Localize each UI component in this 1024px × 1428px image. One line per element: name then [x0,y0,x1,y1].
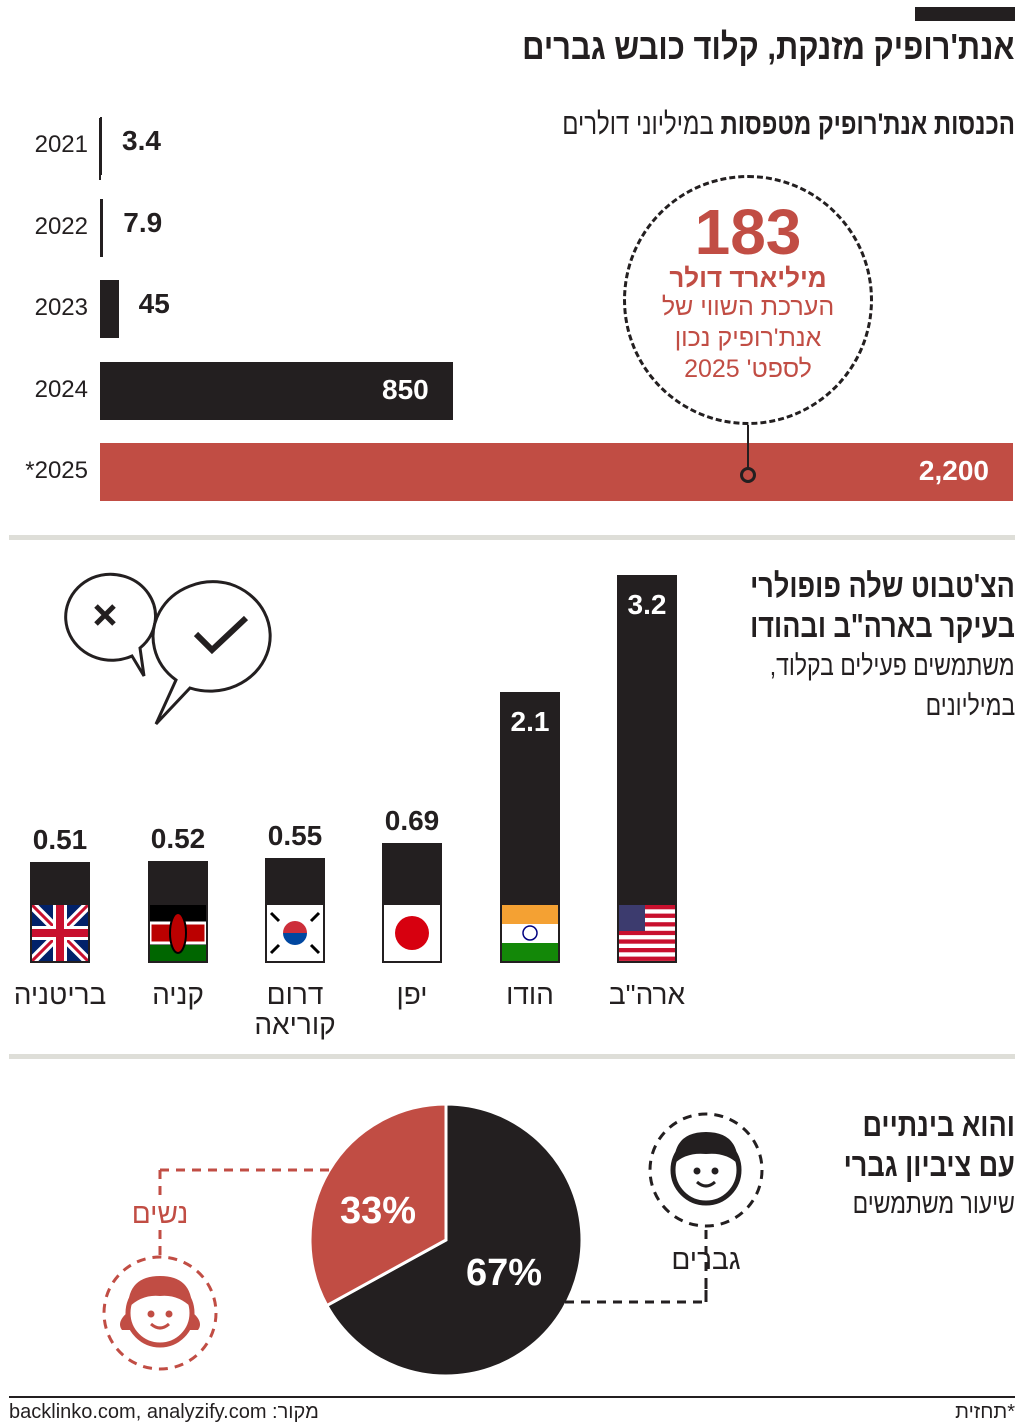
year-label: 2023 [34,294,88,321]
kenya-flag-icon [148,905,208,961]
users-title-line1: הצ'טבוט שלה פופולרי [750,567,1015,604]
valuation-description: הערכת השווי של אנת'רופיק נכון לספט' 2025 [661,293,835,383]
gender-title-line2: עם ציביון גברי [843,1146,1015,1183]
valuation-value: 183 [694,196,802,268]
pie-label-women: 33% [340,1190,417,1232]
x-bubble-icon [64,572,157,677]
pie-slice-men [324,1102,584,1378]
year-label: 2021 [34,131,88,158]
users-title-line2: בעיקר בארה"ב ובהודו [750,607,1015,644]
revenue-axis [99,118,101,180]
year-label: 2024 [34,375,88,403]
woman-face-icon [120,1276,200,1348]
page-title: אנת'רופיק מזנקת, קלוד כובש גברים [522,26,1015,67]
speech-bubbles-icon [64,572,272,726]
revenue-bar [100,361,453,420]
valuation-callout: 183 מיליארד דולר הערכת השווי של אנת'רופי… [623,175,873,425]
revenue-bar [100,443,1013,501]
users-subtitle-line2: במיליונים [925,690,1015,721]
country-label: יפן [396,979,428,1010]
header-accent-bar [915,7,1015,21]
callout-connector-dot [740,467,756,483]
country-label: קניה [152,979,204,1010]
revenue-value: 45 [138,288,170,319]
revenue-title-bold: הכנסות אנת'רופיק מטפסות [720,108,1015,141]
source-note: מקור: backlinko.com, analyzify.com [9,1401,319,1423]
gender-subtitle: שיעור משתמשים [852,1188,1015,1219]
country-value: 0.51 [32,823,88,855]
year-label: *2025 [25,457,88,484]
men-icon-ring [648,1112,764,1228]
revenue-title-unit: במיליוני דולרים [562,108,721,141]
revenue-bar [100,280,119,338]
gender-pie-chart [102,1102,764,1378]
country-label: ארה"ב [608,979,686,1010]
callout-connector [747,425,749,469]
year-label: 2022 [34,212,88,240]
country-label: דרום קוריאה [254,979,336,1040]
country-label: הודו [506,979,554,1010]
section-divider [9,535,1015,540]
revenue-value: 7.9 [123,206,163,238]
country-value: 3.2 [627,588,667,620]
usa-flag-icon [619,905,675,961]
revenue-chart-title: הכנסות אנת'רופיק מטפסות במיליוני דולרים [562,108,1015,142]
country-value: 2.1 [510,706,550,738]
revenue-bar [100,198,104,257]
country-label: בריטניה [13,979,107,1010]
man-face-icon [670,1132,742,1206]
women-label: נשים [120,1198,200,1230]
gender-title-line1: והוא בינתיים [862,1106,1015,1143]
country-bar [617,574,677,963]
women-connector [158,1168,330,1256]
japan-flag-icon [384,905,440,961]
women-icon-ring [102,1255,218,1371]
footer-divider [9,1396,1015,1398]
men-connector [565,1230,708,1304]
pie-label-men: 67% [466,1252,543,1294]
forecast-note: *תחזית [955,1401,1015,1423]
revenue-value: 3.4 [122,125,161,156]
revenue-value: 850 [382,373,429,405]
india-flag-icon [502,905,558,961]
country-value: 0.55 [267,819,323,851]
men-label: גברים [671,1244,741,1275]
uk-flag-icon [28,901,92,965]
valuation-unit: מיליארד דולר [669,263,827,293]
country-value: 0.52 [150,822,206,854]
revenue-bar [100,117,102,175]
section-divider [9,1054,1015,1059]
users-subtitle-line1: משתמשים פעילים בקלוד, [770,650,1015,681]
south-korea-flag-icon [267,905,323,961]
country-value: 0.69 [384,804,440,836]
revenue-value: 2,200 [918,455,989,486]
